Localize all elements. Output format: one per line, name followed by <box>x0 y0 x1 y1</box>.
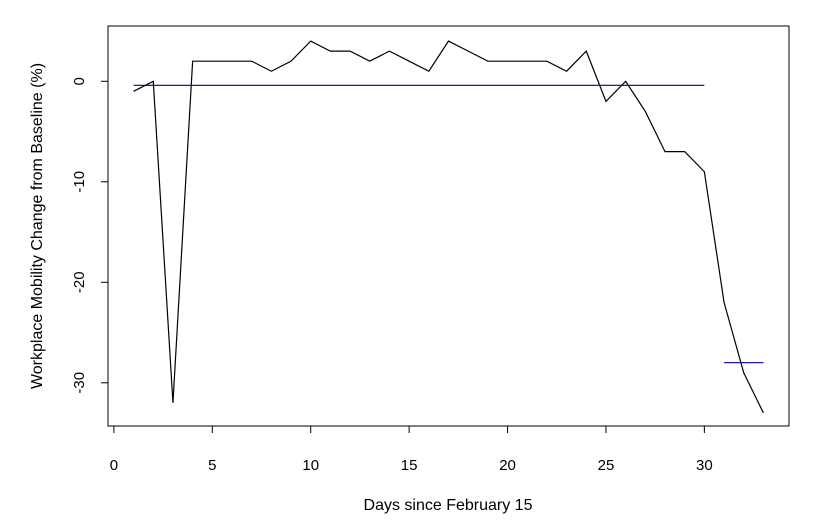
series-line-1 <box>133 40 764 414</box>
y-axis: 0 -10 -20 -30 <box>71 77 109 394</box>
x-tick-label: 20 <box>499 457 516 474</box>
y-tick-label: -30 <box>71 372 88 394</box>
plot-frame <box>107 25 790 427</box>
x-tick-label: 5 <box>208 457 216 474</box>
series-layer <box>133 40 764 414</box>
y-tick-label: -20 <box>71 271 88 293</box>
y-tick-label: 0 <box>71 77 88 85</box>
x-axis-title: Days since February 15 <box>364 497 533 514</box>
x-tick-label: 15 <box>401 457 418 474</box>
x-tick-label: 0 <box>110 457 118 474</box>
y-tick-label: -10 <box>71 171 88 193</box>
x-tick-label: 10 <box>302 457 319 474</box>
x-tick-label: 30 <box>696 457 713 474</box>
x-tick-label: 25 <box>598 457 615 474</box>
y-axis-title: Workplace Mobility Change from Baseline … <box>29 63 46 389</box>
x-axis: 0 5 10 15 20 25 30 <box>110 425 713 474</box>
